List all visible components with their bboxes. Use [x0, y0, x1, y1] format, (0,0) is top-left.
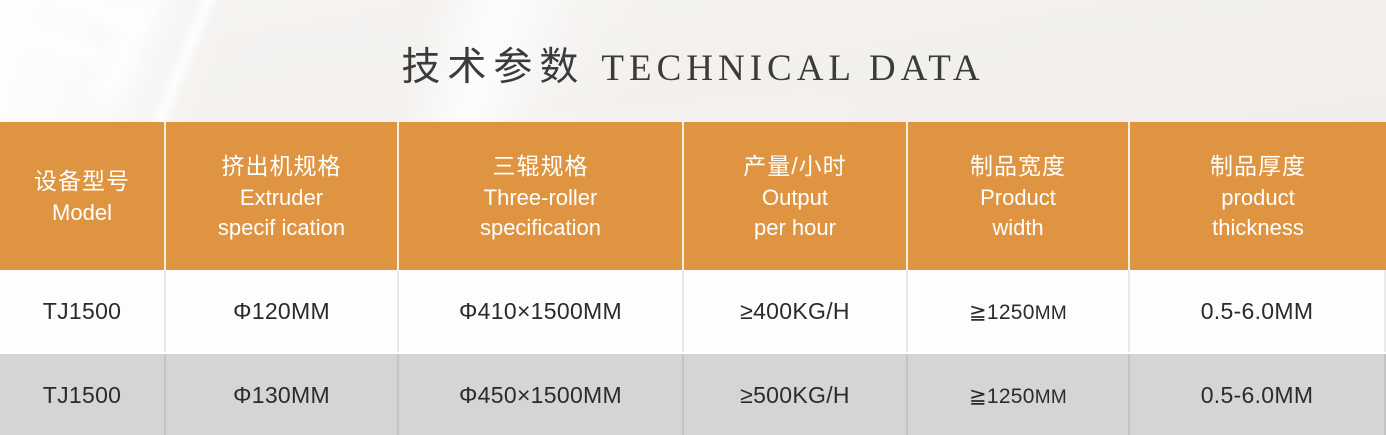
- cell-model: TJ1500: [0, 354, 166, 435]
- column-header-product-thickness-cn: 制品厚度: [1210, 152, 1306, 179]
- table-row: TJ1500 Φ130MM Φ450×1500MM ≥500KG/H ≧1250…: [0, 354, 1386, 435]
- technical-data-table: 设备型号 Model 挤出机规格 Extruder specif ication…: [0, 122, 1386, 435]
- page-title: 技术参数 TECHNICAL DATA: [0, 36, 1386, 92]
- cell-product-width-value: ≧1250: [968, 384, 1035, 408]
- column-header-output: 产量/小时 Output per hour: [684, 122, 908, 270]
- column-header-product-width-cn: 制品宽度: [970, 152, 1066, 179]
- column-header-extruder: 挤出机规格 Extruder specif ication: [166, 122, 399, 270]
- column-header-three-roller-en-line1: Three-roller: [483, 184, 598, 210]
- cell-product-width-unit: MM: [1034, 386, 1068, 408]
- cell-product-thickness: 0.5-6.0MM: [1130, 354, 1386, 435]
- column-header-three-roller: 三辊规格 Three-roller specification: [399, 122, 684, 270]
- column-header-extruder-en-line1: Extruder: [239, 184, 324, 210]
- column-header-product-width: 制品宽度 Product width: [908, 122, 1130, 270]
- column-header-product-thickness: 制品厚度 product thickness: [1130, 122, 1386, 270]
- cell-three-roller: Φ450×1500MM: [399, 354, 684, 435]
- cell-product-thickness: 0.5-6.0MM: [1130, 270, 1386, 352]
- column-header-output-en-line1: Output: [761, 184, 829, 210]
- column-header-model-cn: 设备型号: [34, 167, 130, 194]
- column-header-product-width-en-line1: Product: [980, 184, 1056, 210]
- cell-output-per-hour: ≥500KG/H: [684, 354, 908, 435]
- table-header-row: 设备型号 Model 挤出机规格 Extruder specif ication…: [0, 122, 1386, 270]
- cell-extruder: Φ130MM: [166, 354, 399, 435]
- column-header-model: 设备型号 Model: [0, 122, 166, 270]
- page-title-chinese: 技术参数: [401, 46, 586, 89]
- cell-model: TJ1500: [0, 270, 166, 352]
- column-header-output-en-line2: per hour: [754, 214, 836, 240]
- cell-product-width-unit: MM: [1034, 302, 1068, 324]
- table-row: TJ1500 Φ120MM Φ410×1500MM ≥400KG/H ≧1250…: [0, 270, 1386, 354]
- column-header-three-roller-cn: 三辊规格: [492, 152, 589, 179]
- column-header-product-width-en-line2: width: [992, 214, 1044, 240]
- cell-product-width-inner: ≧1250MM: [969, 382, 1067, 409]
- column-header-extruder-cn: 挤出机规格: [221, 152, 342, 179]
- cell-product-width: ≧1250MM: [908, 270, 1130, 352]
- column-header-three-roller-en-line2: specification: [479, 214, 602, 240]
- column-header-model-en-line1: Model: [52, 199, 112, 225]
- column-header-output-cn: 产量/小时: [743, 152, 847, 179]
- cell-product-width: ≧1250MM: [908, 354, 1130, 435]
- column-header-extruder-en-line2: specif ication: [217, 214, 346, 240]
- cell-three-roller: Φ410×1500MM: [399, 270, 684, 352]
- cell-output-per-hour: ≥400KG/H: [684, 270, 908, 352]
- cell-product-width-value: ≧1250: [968, 300, 1035, 324]
- cell-product-width-inner: ≧1250MM: [969, 298, 1067, 325]
- cell-extruder: Φ120MM: [166, 270, 399, 352]
- column-header-product-thickness-en-line2: thickness: [1212, 214, 1304, 240]
- light-streak-decoration: [0, 0, 147, 36]
- column-header-product-thickness-en-line1: product: [1221, 184, 1295, 210]
- page-title-english: TECHNICAL DATA: [601, 48, 985, 89]
